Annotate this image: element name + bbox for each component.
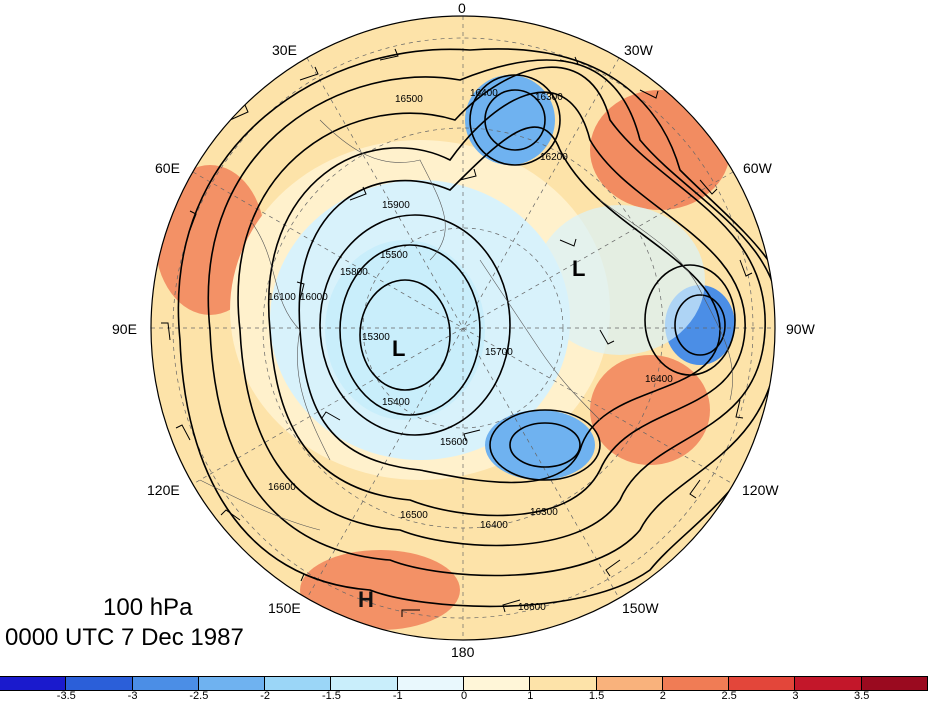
colorbar-swatch <box>265 677 332 690</box>
high-pressure-center: H <box>358 587 374 612</box>
colorbar-tick-label: 2 <box>659 690 666 702</box>
lon-label-150e: 150E <box>268 600 301 616</box>
lon-label-180: 180 <box>451 644 475 660</box>
warm-patch-northeast <box>590 90 730 210</box>
colorbar-swatch <box>331 677 398 690</box>
svg-text:16400: 16400 <box>480 520 508 531</box>
cold-core-north <box>465 75 555 165</box>
svg-text:16300: 16300 <box>530 507 558 518</box>
lon-label-90e: 90E <box>112 321 137 337</box>
svg-text:16200: 16200 <box>540 152 568 163</box>
svg-text:15600: 15600 <box>440 437 468 448</box>
pressure-level-caption: 100 hPa <box>103 594 193 621</box>
warm-patch-southeast <box>590 355 710 465</box>
contour-labels: 16500 16400 16300 16200 15900 15800 1570… <box>268 88 673 613</box>
colorbar-tick-label: -2.5 <box>189 690 209 702</box>
colorbar-tick-label: -3 <box>127 690 138 702</box>
colorbar-tick-label: -1 <box>392 690 403 702</box>
lon-label-60e: 60E <box>155 160 180 176</box>
svg-text:15300: 15300 <box>362 332 390 343</box>
lon-label-90w: 90W <box>786 321 815 337</box>
coastlines <box>199 119 733 531</box>
svg-text:16000: 16000 <box>300 292 328 303</box>
colorbar-swatch <box>66 677 133 690</box>
colorbar-swatch <box>198 677 266 690</box>
svg-text:16600: 16600 <box>268 482 296 493</box>
warm-patch-south <box>300 550 460 630</box>
colorbar-tick-label: 0 <box>460 690 468 702</box>
svg-text:15400: 15400 <box>382 397 410 408</box>
svg-text:16400: 16400 <box>645 374 673 385</box>
colorbar-tick-label: -2 <box>260 690 271 702</box>
svg-text:16500: 16500 <box>400 510 428 521</box>
lon-label-30w: 30W <box>624 42 653 58</box>
shaded-anomaly-field: 16500 16400 16300 16200 15900 15800 1570… <box>151 16 775 640</box>
low-pressure-center-main: L <box>392 336 406 361</box>
lon-label-60w: 60W <box>743 160 772 176</box>
colorbar-tick-label: -3.5 <box>56 690 76 702</box>
lon-label-0: 0 <box>458 0 466 16</box>
colorbar-swatch <box>596 677 663 690</box>
svg-text:16100: 16100 <box>268 292 296 303</box>
colorbar-tick-label: 3.5 <box>854 690 870 702</box>
cold-region-inner <box>325 240 485 420</box>
lon-label-150w: 150W <box>622 600 659 616</box>
svg-text:16500: 16500 <box>395 94 423 105</box>
graticule <box>151 16 775 640</box>
colorbar-tick-label: 1 <box>527 690 534 702</box>
colorbar-tick-label: 3 <box>792 690 799 702</box>
low-pressure-center-secondary: L <box>572 256 586 281</box>
svg-text:16600: 16600 <box>518 602 546 613</box>
colorbar-tick-label: 2.5 <box>721 690 737 702</box>
lon-label-30e: 30E <box>272 42 297 58</box>
svg-text:15500: 15500 <box>380 250 408 261</box>
colorbar-swatch <box>0 677 67 690</box>
svg-text:15800: 15800 <box>340 267 368 278</box>
cold-region-east <box>535 205 705 355</box>
map-boundary <box>150 15 776 641</box>
colorbar-swatch <box>530 677 597 690</box>
lon-label-120w: 120W <box>742 482 779 498</box>
svg-text:16400: 16400 <box>470 88 498 99</box>
valid-time-caption: 0000 UTC 7 Dec 1987 <box>5 624 244 651</box>
colorbar-swatch <box>729 677 796 690</box>
colorbar-swatch <box>861 677 928 690</box>
colorbar-tick-label: 1.5 <box>588 690 605 702</box>
svg-text:16300: 16300 <box>535 92 563 103</box>
cold-core-south <box>485 410 595 480</box>
colorbar <box>0 676 928 691</box>
colorbar-tick-label: -1.5 <box>321 690 341 702</box>
colorbar-swatch <box>463 677 531 690</box>
colorbar-swatch <box>795 677 862 690</box>
svg-text:15700: 15700 <box>485 347 513 358</box>
polar-stereographic-map: 16500 16400 16300 16200 15900 15800 1570… <box>150 15 776 641</box>
svg-text:15900: 15900 <box>382 200 410 211</box>
wind-barbs <box>161 48 753 617</box>
colorbar-swatch <box>397 677 464 690</box>
colorbar-swatch <box>662 677 730 690</box>
lon-label-120e: 120E <box>147 482 180 498</box>
colorbar-swatch <box>132 677 199 690</box>
